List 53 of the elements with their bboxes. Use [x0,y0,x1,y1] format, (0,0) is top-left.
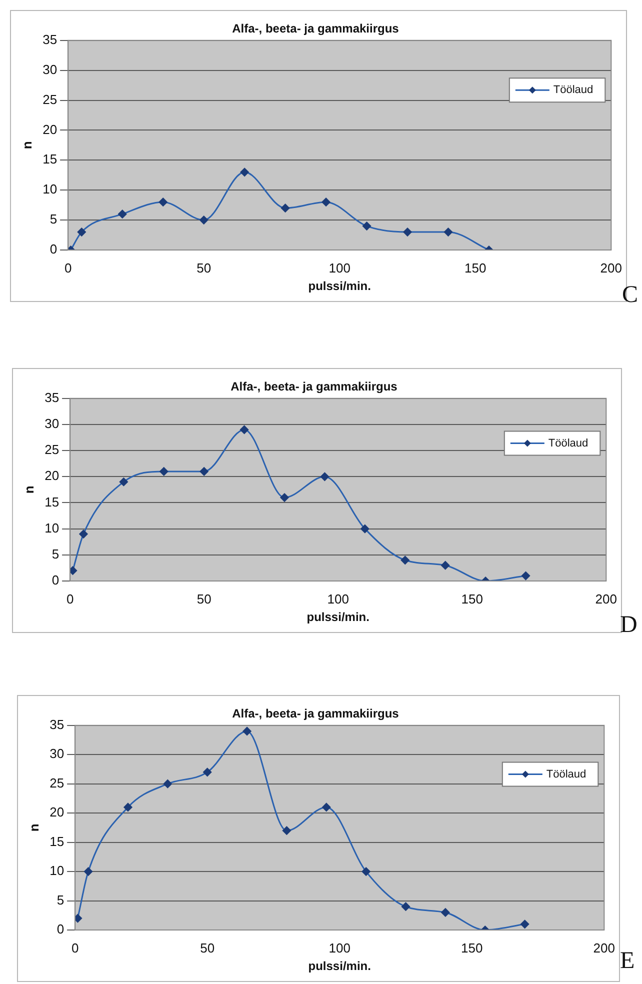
y-tick-label: 20 [50,804,64,820]
y-tick-label: 10 [42,182,58,197]
x-tick-label: 200 [595,591,618,606]
x-tick-label: 200 [600,260,622,276]
chart-title: Alfa-, beeta- ja gammakiirgus [232,22,400,36]
y-axis-title: n [26,824,42,832]
x-tick-label: 100 [328,260,350,276]
x-axis-title: pulssi/min. [306,610,370,624]
y-tick-label: 25 [42,92,58,107]
y-tick-label: 10 [50,863,64,878]
y-tick-label: 5 [56,892,64,908]
x-tick-label: 50 [200,940,215,956]
y-tick-label: 20 [42,122,58,137]
x-axis-title: pulssi/min. [308,959,371,974]
x-tick-label: 50 [196,260,212,276]
y-axis-title: n [19,141,34,150]
y-tick-label: 5 [52,546,60,562]
x-tick-label: 150 [464,260,486,276]
x-tick-label: 50 [196,591,212,606]
x-axis-title: pulssi/min. [308,279,371,294]
legend-label: Töölaud [548,437,588,450]
y-tick-label: 35 [50,716,64,732]
x-tick-label: 100 [328,940,350,956]
text: D [620,612,638,639]
y-tick-label: 0 [56,922,64,937]
x-tick-label: 0 [66,591,74,606]
chart-title: Alfa-, beeta- ja gammakiirgus [230,380,398,394]
y-tick-label: 15 [50,834,64,849]
y-tick-label: 30 [44,416,60,432]
y-tick-label: 0 [52,572,60,588]
x-tick-label: 150 [461,591,483,606]
x-tick-label: 150 [461,940,483,956]
text: E [620,948,635,975]
x-tick-label: 0 [71,940,79,956]
text: C [622,282,638,309]
y-tick-label: 10 [44,520,60,536]
y-tick-label: 35 [42,32,58,47]
legend-label: Töölaud [546,768,586,780]
y-tick-label: 20 [44,468,60,484]
y-tick-label: 15 [42,152,58,167]
y-tick-label: 15 [44,494,60,510]
x-tick-label: 100 [327,591,349,606]
y-tick-label: 5 [50,212,58,227]
y-tick-label: 30 [50,746,64,762]
y-tick-label: 0 [50,242,58,257]
legend-label: Töölaud [553,84,594,96]
chart-title: Alfa-, beeta- ja gammakiirgus [232,706,400,721]
y-tick-label: 30 [42,62,58,77]
x-tick-label: 200 [593,940,616,956]
y-axis-title: n [21,486,36,494]
y-tick-label: 25 [50,775,64,790]
y-tick-label: 25 [44,442,60,458]
y-tick-label: 35 [44,390,60,405]
